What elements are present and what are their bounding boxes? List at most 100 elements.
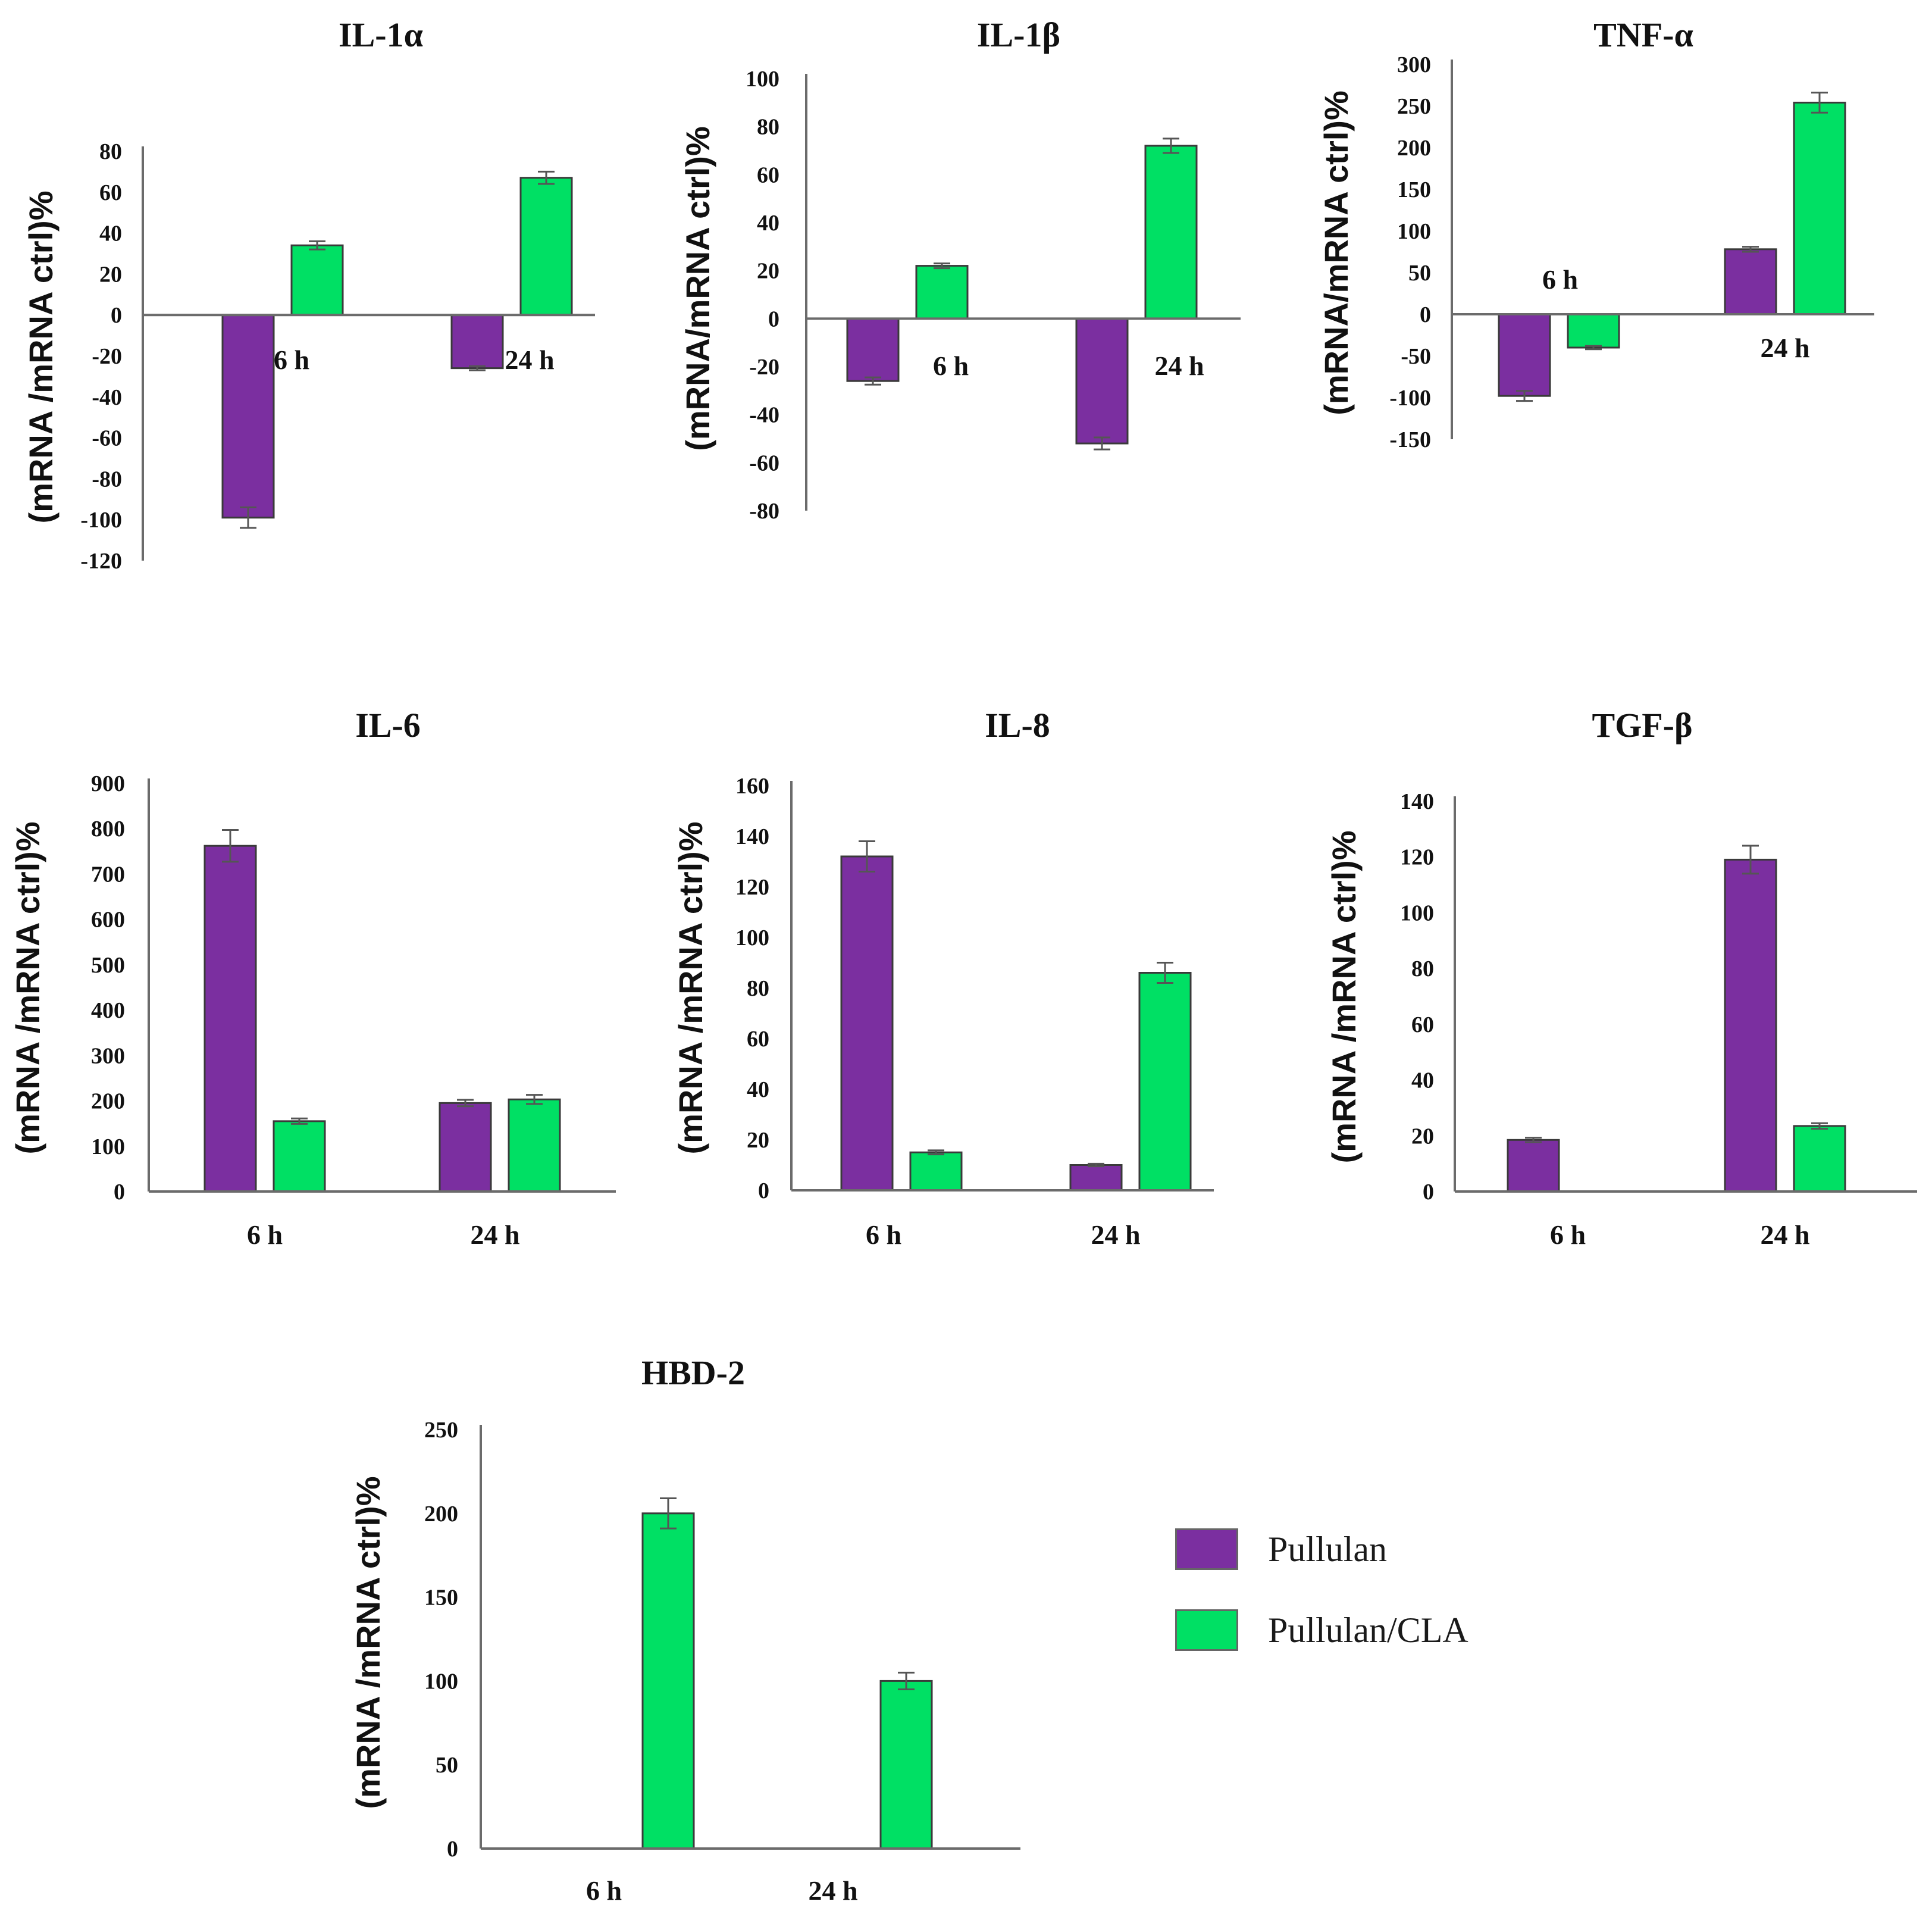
y-tick-label: 800 xyxy=(91,817,125,842)
error-bar xyxy=(1163,137,1179,154)
y-tick-label: 0 xyxy=(447,1837,458,1862)
y-tick-label: 0 xyxy=(1420,302,1431,327)
x-category-label: 6 h xyxy=(866,1219,901,1250)
y-tick-label: 80 xyxy=(99,139,122,164)
error-bar xyxy=(538,170,555,185)
y-axis-label: (mRNA/mRNA ctrl)% xyxy=(1317,90,1355,415)
legend-label-pullulan-cla: Pullulan/CLA xyxy=(1268,1610,1468,1650)
bar-pullulan-cla-24-h xyxy=(879,1680,933,1850)
y-tick-label: 400 xyxy=(91,998,125,1023)
y-tick-label: -40 xyxy=(749,403,779,428)
y-tick-label: 20 xyxy=(747,1128,769,1153)
y-tick-label: 80 xyxy=(1411,956,1434,981)
bar-pullulan-cla-6-h xyxy=(1567,313,1620,349)
bar-pullulan-cla-6-h xyxy=(641,1512,695,1850)
bar-pullulan-cla-6-h xyxy=(273,1120,326,1193)
y-tick-label: 0 xyxy=(111,303,122,328)
x-category-label: 24 h xyxy=(470,1219,519,1250)
y-tick-label: 50 xyxy=(436,1753,458,1778)
bar-pullulan-6-h xyxy=(1507,1139,1560,1193)
y-axis-label: (mRNA /mRNA ctrl)% xyxy=(349,1477,387,1809)
y-tick-label: 40 xyxy=(757,211,779,236)
error-bar xyxy=(222,829,239,863)
error-bar xyxy=(1516,390,1533,402)
y-tick-label: 500 xyxy=(91,953,125,978)
legend-label-pullulan: Pullulan xyxy=(1268,1529,1388,1569)
y-tick-label: 100 xyxy=(424,1669,458,1694)
y-tick-label: 200 xyxy=(91,1089,125,1114)
y-tick-label: -120 xyxy=(80,549,122,574)
y-tick-label: 60 xyxy=(757,162,779,187)
y-tick-label: 60 xyxy=(747,1027,769,1052)
bar-pullulan-cla-24-h xyxy=(508,1098,561,1193)
bar-pullulan-6-h xyxy=(203,845,257,1193)
chart-title: HBD-2 xyxy=(641,1353,745,1392)
y-tick-label: 0 xyxy=(1423,1180,1434,1205)
y-axis-label: (mRNA /mRNA ctrl)% xyxy=(9,822,46,1155)
y-tick-label: 100 xyxy=(746,67,779,92)
bar-pullulan-cla-24-h xyxy=(1793,101,1846,315)
error-bar xyxy=(1088,1162,1104,1168)
x-category-label: 24 h xyxy=(1154,351,1204,381)
y-tick-label: 900 xyxy=(91,771,125,796)
x-category-label: 6 h xyxy=(1550,1219,1586,1250)
legend-swatch-pullulan-cla xyxy=(1175,1609,1238,1651)
error-bar xyxy=(660,1497,677,1530)
y-tick-label: 60 xyxy=(99,180,122,205)
error-bar xyxy=(1811,92,1828,114)
y-tick-label: 120 xyxy=(735,875,769,900)
chart-title: IL-1β xyxy=(977,15,1060,54)
bar-pullulan-6-h xyxy=(846,317,900,382)
y-tick-label: 20 xyxy=(757,259,779,284)
y-tick-label: 200 xyxy=(1397,136,1431,161)
y-tick-label: 600 xyxy=(91,908,125,933)
bar-pullulan-cla-24-h xyxy=(519,177,573,316)
x-category-label: 24 h xyxy=(1760,333,1809,363)
bar-pullulan-24-h xyxy=(1069,1164,1123,1192)
y-tick-label: 0 xyxy=(758,1178,769,1203)
y-tick-label: 20 xyxy=(99,262,122,287)
bar-pullulan-24-h xyxy=(450,314,504,370)
y-tick-label: 80 xyxy=(757,115,779,140)
chart-title: IL-6 xyxy=(355,706,421,745)
y-tick-label: 0 xyxy=(768,307,779,332)
error-bar xyxy=(291,1117,308,1125)
y-tick-label: 50 xyxy=(1408,261,1431,286)
error-bar xyxy=(457,1099,474,1108)
error-bar xyxy=(865,376,881,386)
error-bar xyxy=(309,240,325,251)
error-bar xyxy=(240,506,256,529)
chart-title: IL-1α xyxy=(339,15,423,54)
bar-pullulan-cla-6-h xyxy=(915,265,969,320)
y-tick-label: -20 xyxy=(749,355,779,380)
error-bar xyxy=(1157,962,1173,984)
y-tick-label: 20 xyxy=(1411,1124,1434,1149)
chart-il-6: IL-6 (mRNA /mRNA ctrl)% 900 800 700 600 500 400… xyxy=(9,706,616,1250)
y-tick-label: -80 xyxy=(92,467,122,492)
legend: Pullulan Pullulan/CLA xyxy=(1175,1524,1468,1685)
bar-pullulan-cla-6-h xyxy=(290,244,344,316)
bar-pullulan-6-h xyxy=(221,314,275,519)
y-tick-label: -20 xyxy=(92,344,122,369)
y-tick-label: -100 xyxy=(80,508,122,533)
legend-item-pullulan: Pullulan xyxy=(1175,1524,1468,1575)
y-tick-label: 120 xyxy=(1400,845,1434,870)
bar-pullulan-cla-24-h xyxy=(1138,972,1192,1192)
y-tick-label: 100 xyxy=(1397,219,1431,244)
y-axis-label: (mRNA /mRNA ctrl)% xyxy=(22,191,60,524)
y-tick-label: 0 xyxy=(114,1180,125,1205)
bar-pullulan-24-h xyxy=(1075,317,1129,445)
error-bar xyxy=(526,1094,543,1105)
error-bar xyxy=(469,365,486,371)
y-tick-label: -100 xyxy=(1389,386,1431,411)
error-bar xyxy=(1742,246,1759,253)
y-tick-label: 140 xyxy=(1400,789,1434,814)
bar-pullulan-6-h xyxy=(1498,313,1551,397)
x-category-label: 24 h xyxy=(505,345,554,375)
y-tick-label: 150 xyxy=(424,1585,458,1610)
error-bar xyxy=(1525,1137,1542,1143)
y-tick-label: 100 xyxy=(91,1134,125,1159)
x-category-label: 24 h xyxy=(1760,1219,1809,1250)
chart-tgf-beta: TGF-β (mRNA /mRNA ctrl)% 140 120 100 80 60 40 20… xyxy=(1325,706,1917,1250)
y-tick-label: 80 xyxy=(747,976,769,1001)
